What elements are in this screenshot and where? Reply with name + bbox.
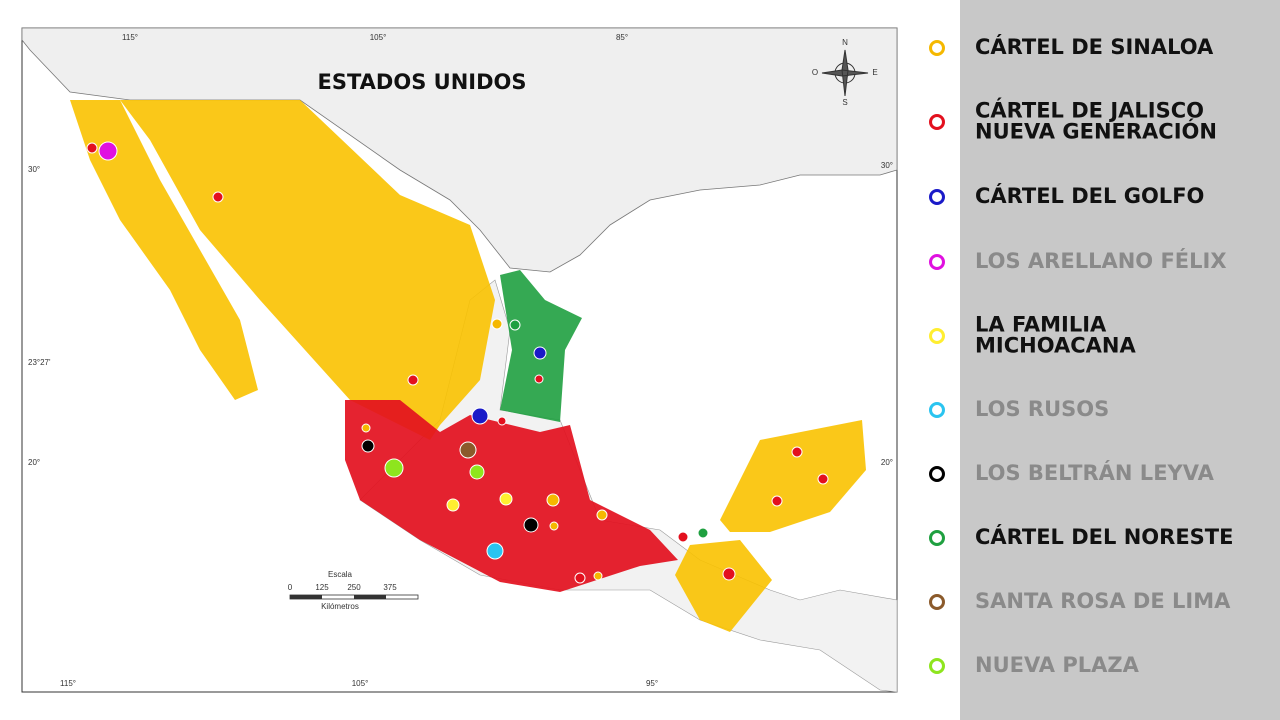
coord-label: 30° [28, 165, 40, 174]
cartel-point [491, 318, 503, 330]
coord-label: 30° [881, 161, 893, 170]
coord-label: 105° [370, 33, 387, 42]
cartel-point [546, 493, 560, 507]
coord-label: 115° [122, 33, 138, 42]
legend-marker [929, 328, 945, 344]
coord-label: 23°27' [28, 358, 51, 367]
legend-marker [929, 402, 945, 418]
legend-label: LOS ARELLANO FÉLIX [975, 248, 1227, 273]
coord-label: S [842, 98, 847, 107]
scale-box [354, 595, 386, 599]
compass-needle [821, 49, 869, 97]
cartel-point [697, 527, 709, 539]
coord-label: 375 [383, 583, 397, 592]
legend-label: SANTA ROSA DE LIMA [975, 589, 1231, 613]
legend-marker [929, 466, 945, 482]
legend-marker [929, 658, 945, 674]
compass [821, 49, 869, 97]
cartel-point [771, 495, 783, 507]
coord-label: 0 [288, 583, 293, 592]
region-noreste [500, 270, 582, 422]
coord-label: 250 [347, 583, 361, 592]
legend-label: LOS RUSOS [975, 397, 1109, 421]
cartel-point [497, 416, 507, 426]
region-sinaloa [675, 540, 772, 632]
cartel-point [523, 517, 539, 533]
us-land [21, 27, 898, 273]
cartel-point [509, 319, 521, 331]
legend-label: LA FAMILIA [975, 313, 1107, 337]
coord-label: 95° [646, 679, 658, 688]
coord-label: Escala [328, 570, 353, 579]
legend-marker [929, 189, 945, 205]
cartel-point [361, 439, 375, 453]
cartel-point [817, 473, 829, 485]
cartel-point [212, 191, 224, 203]
cartel-point [534, 374, 544, 384]
legend-marker [929, 594, 945, 610]
region-sinaloa [70, 100, 258, 400]
cartel-point [471, 407, 489, 425]
map-title: ESTADOS UNIDOS [318, 70, 527, 94]
cartel-point [533, 346, 547, 360]
cartel-point [722, 567, 736, 581]
legend-label: NUEVA PLAZA [975, 653, 1140, 677]
legend-label: CÁRTEL DEL NORESTE [975, 524, 1233, 549]
cartel-point [361, 423, 371, 433]
cartel-point [446, 498, 460, 512]
legend-marker [929, 254, 945, 270]
legend-label: CÁRTEL DEL GOLFO [975, 183, 1204, 208]
cartel-point [549, 521, 559, 531]
coord-label: 105° [352, 679, 369, 688]
cartel-point [459, 441, 477, 459]
cartel-point [593, 571, 603, 581]
legend-label: CÁRTEL DE JALISCO [975, 98, 1204, 123]
coord-label: E [872, 68, 877, 77]
coord-label: O [812, 68, 818, 77]
coord-label: 115° [60, 679, 76, 688]
legend-marker [929, 40, 945, 56]
cartel-point [407, 374, 419, 386]
legend-marker [929, 530, 945, 546]
legend-label: LOS BELTRÁN LEYVA [975, 460, 1215, 485]
legend-label: CÁRTEL DE SINALOA [975, 34, 1214, 59]
scale-bar [289, 594, 419, 600]
region-sinaloa [120, 100, 495, 440]
legend-label: MICHOACANA [975, 334, 1136, 358]
map: ESTADOS UNIDOS [21, 27, 898, 693]
cartel-point [574, 572, 586, 584]
legend-label: NUEVA GENERACIÓN [975, 119, 1217, 144]
coord-label: 20° [28, 458, 40, 467]
coord-label: 125 [315, 583, 329, 592]
cartel-point [98, 141, 118, 161]
cartel-point [596, 509, 608, 521]
legend-marker [929, 114, 945, 130]
cartel-point [469, 464, 485, 480]
cartel-point [486, 542, 504, 560]
scale-box [290, 595, 322, 599]
coord-label: 20° [881, 458, 893, 467]
region-sinaloa [720, 420, 866, 532]
coord-label: 85° [616, 33, 628, 42]
coord-label: Kilómetros [321, 602, 359, 611]
cartel-point [86, 142, 98, 154]
cartel-point [677, 531, 689, 543]
cartel-point [384, 458, 404, 478]
legend-panel [960, 0, 1280, 720]
coord-label: N [842, 38, 848, 47]
cartel-point [791, 446, 803, 458]
cartel-point [499, 492, 513, 506]
